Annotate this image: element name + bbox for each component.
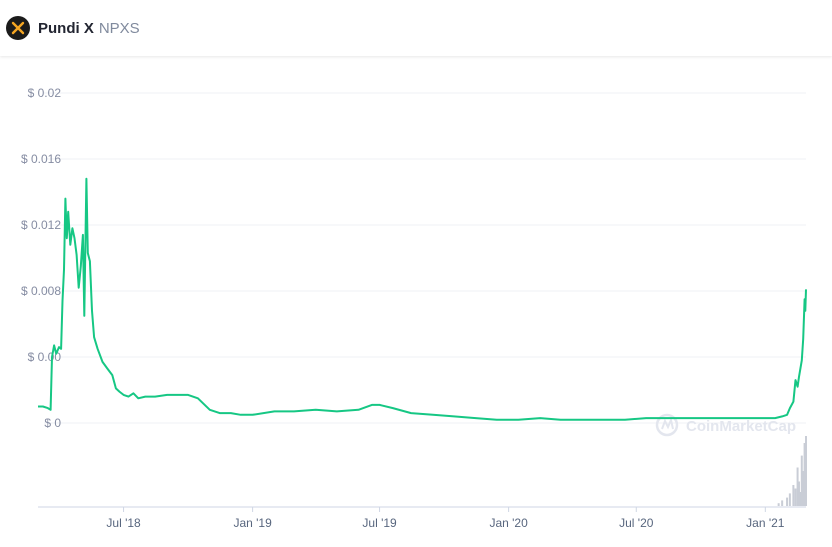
y-axis-ticks: $ 0$ 0.00$ 0.008$ 0.012$ 0.016$ 0.02 (21, 86, 61, 430)
y-tick-label: $ 0.016 (21, 152, 61, 166)
volume-bar (781, 500, 784, 506)
y-tick-label: $ 0 (44, 416, 61, 430)
pundi-x-logo-icon (6, 16, 30, 40)
volume-bar (788, 493, 791, 506)
grid-lines (44, 92, 806, 424)
coin-name: Pundi X (38, 19, 94, 37)
x-tick-label: Jul '19 (362, 516, 397, 530)
x-tick-label: Jan '20 (489, 516, 528, 530)
volume-bar (797, 481, 800, 506)
y-tick-label: $ 0.012 (21, 218, 61, 232)
x-axis: Jul '18 Jan '19 Jul '19 Jan '20 Jul '20 Jan '… (38, 506, 806, 530)
coinmarketcap-watermark: CoinMarketCap (655, 413, 796, 437)
volume-bar (792, 485, 795, 506)
x-tick-label: Jul '18 (106, 516, 141, 530)
volume-bar (796, 467, 799, 506)
x-tick-label: Jan '19 (233, 516, 272, 530)
price-series[interactable] (38, 177, 807, 421)
volume-bar (799, 492, 802, 506)
volume-bar (802, 471, 805, 506)
x-tick-label: Jul '20 (619, 516, 654, 530)
volume-bar (805, 436, 807, 506)
volume-bars (777, 436, 807, 506)
volume-bar (777, 503, 780, 506)
price-line[interactable] (38, 177, 807, 421)
watermark-text: CoinMarketCap (686, 418, 796, 435)
volume-bar (800, 455, 803, 506)
y-tick-label: $ 0.008 (21, 284, 61, 298)
x-mark-icon (11, 21, 25, 35)
coinmarketcap-logo-icon (655, 413, 679, 437)
coin-header: Pundi X NPXS (0, 0, 832, 56)
y-tick-label: $ 0.02 (28, 86, 62, 100)
coin-symbol: NPXS (98, 19, 140, 37)
price-chart[interactable]: $ 0$ 0.00$ 0.008$ 0.012$ 0.016$ 0.02 Coi… (0, 56, 832, 547)
volume-bar (786, 497, 789, 506)
x-tick-label: Jan '21 (746, 516, 785, 530)
volume-bar (794, 488, 797, 506)
